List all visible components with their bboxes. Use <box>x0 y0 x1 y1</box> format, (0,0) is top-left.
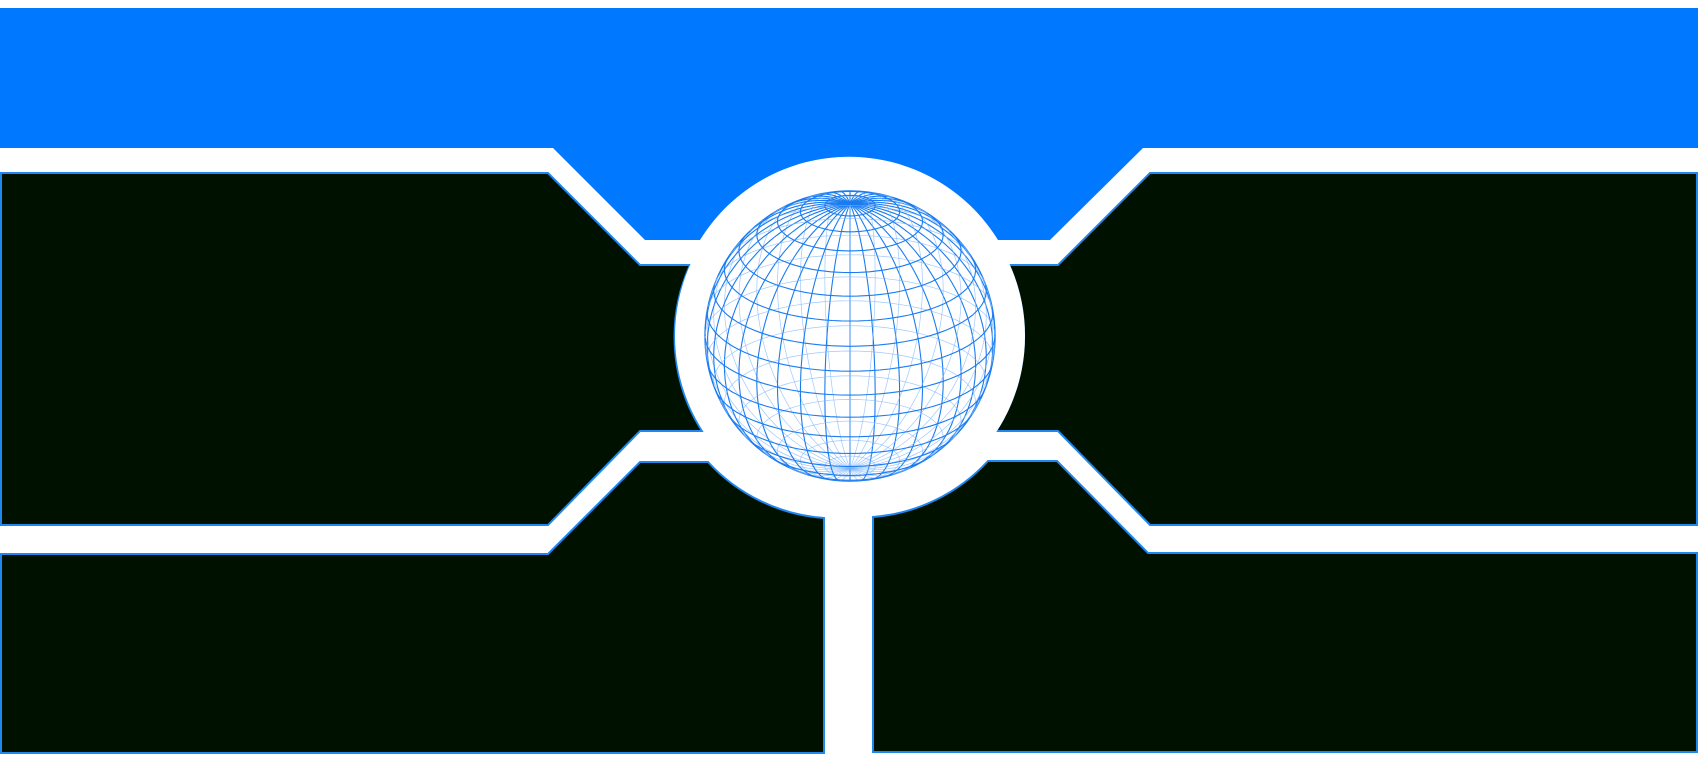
globe-meridian-front <box>849 203 987 431</box>
globe-parallel-front <box>713 284 987 347</box>
globe-parallel-back <box>704 276 996 334</box>
globe-meridian-back <box>849 434 957 471</box>
globe-meridian-back <box>849 191 876 469</box>
globe-parallel-front <box>772 458 928 476</box>
wireframe-globe-icon <box>704 190 996 482</box>
panel-bottom-left <box>0 461 825 754</box>
globe-meridian-front <box>824 203 851 481</box>
globe-parallel-front <box>799 190 901 233</box>
globe-meridian-front <box>849 203 994 394</box>
globe-parallel-back <box>749 205 951 232</box>
globe-parallel-back <box>756 399 944 457</box>
panel-bottom-right <box>872 460 1698 753</box>
globe-parallel-front <box>807 474 893 481</box>
globe-meridian-front <box>849 203 924 477</box>
globe-meridian-back <box>849 278 994 469</box>
globe-meridian-back <box>849 217 976 469</box>
globe-meridian-back <box>824 191 851 469</box>
globe-parallel-front <box>749 440 951 467</box>
globe-parallel-front <box>707 364 993 418</box>
globe-meridian-front <box>756 203 851 473</box>
globe-meridian-front <box>799 203 851 480</box>
globe-meridian-back <box>777 195 851 469</box>
globe-meridian-front <box>706 203 851 394</box>
globe-meridian-back <box>849 241 987 469</box>
globe-parallel-front <box>706 311 994 372</box>
globe-meridian-back <box>849 192 900 469</box>
globe-meridian-back <box>849 199 944 469</box>
globe-parallel-back <box>706 300 994 361</box>
globe-parallel-front <box>824 194 876 217</box>
globe-parallel-back <box>824 455 876 478</box>
header-band <box>0 8 1698 240</box>
globe-parallel-front <box>776 198 924 252</box>
panel-top-left <box>0 172 704 526</box>
globe-meridian-front <box>849 203 977 455</box>
globe-meridian-front <box>776 203 851 477</box>
globe-parallel-front <box>730 417 970 454</box>
globe-parallel-back <box>800 439 900 481</box>
globe-meridian-back <box>713 241 851 469</box>
globe-parallel-front <box>738 233 962 297</box>
globe-parallel-back <box>713 325 987 388</box>
globe-meridian-front <box>713 203 851 431</box>
globe-meridian-front <box>849 203 944 473</box>
globe-parallel-back <box>707 254 993 308</box>
globe-meridian-front <box>849 203 876 481</box>
globe-meridian-front <box>743 201 851 238</box>
globe-parallel-back <box>738 375 962 439</box>
globe-parallel-back <box>772 196 928 214</box>
globe-meridian-back <box>706 278 851 469</box>
globe-parallel-back <box>724 350 976 415</box>
globe-parallel-front <box>715 390 985 438</box>
panel-top-right <box>994 172 1698 526</box>
globe-parallel-front <box>756 215 944 274</box>
globe-meridian-back <box>756 199 851 469</box>
globe-parallel-back <box>777 420 923 474</box>
globe-parallel-front <box>704 338 996 396</box>
globe-meridian-back <box>849 195 923 469</box>
globe-parallel-front <box>723 257 977 322</box>
globe-meridian-front <box>723 203 851 455</box>
